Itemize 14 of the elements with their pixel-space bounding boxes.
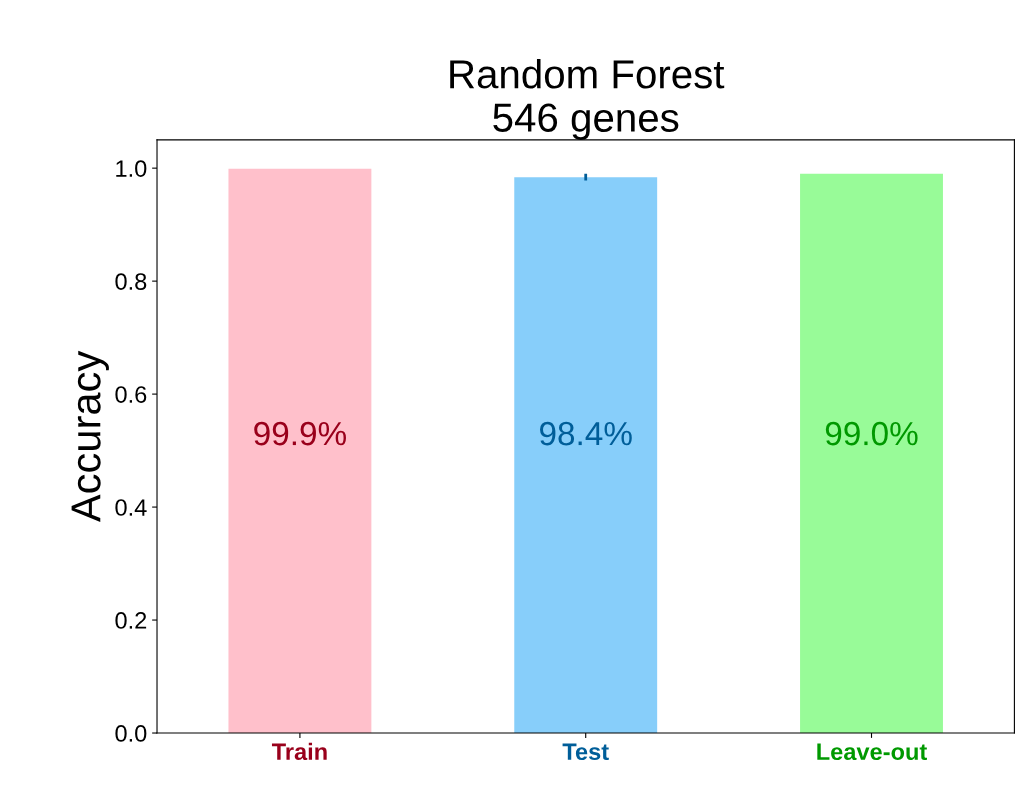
x-tick-label: Test — [562, 743, 609, 761]
y-tick-label: 0.4 — [115, 499, 147, 516]
y-tick-label: 0.2 — [115, 612, 147, 629]
y-tick-label: 1.0 — [116, 160, 147, 177]
y-tick-label: 0.0 — [115, 725, 147, 742]
data-label: 99.9% — [254, 421, 346, 446]
y-tick-label: 0.6 — [115, 386, 147, 403]
x-tick-label: Leave-out — [817, 743, 927, 761]
data-label: 99.0% — [825, 421, 918, 446]
data-label: 98.4% — [540, 421, 632, 446]
chart-title: Random Forest 546 genes — [450, 58, 725, 140]
y-axis-title: Accuracy — [71, 350, 109, 523]
y-tick-label: 0.8 — [115, 273, 147, 290]
x-tick-label: Train — [271, 742, 327, 761]
